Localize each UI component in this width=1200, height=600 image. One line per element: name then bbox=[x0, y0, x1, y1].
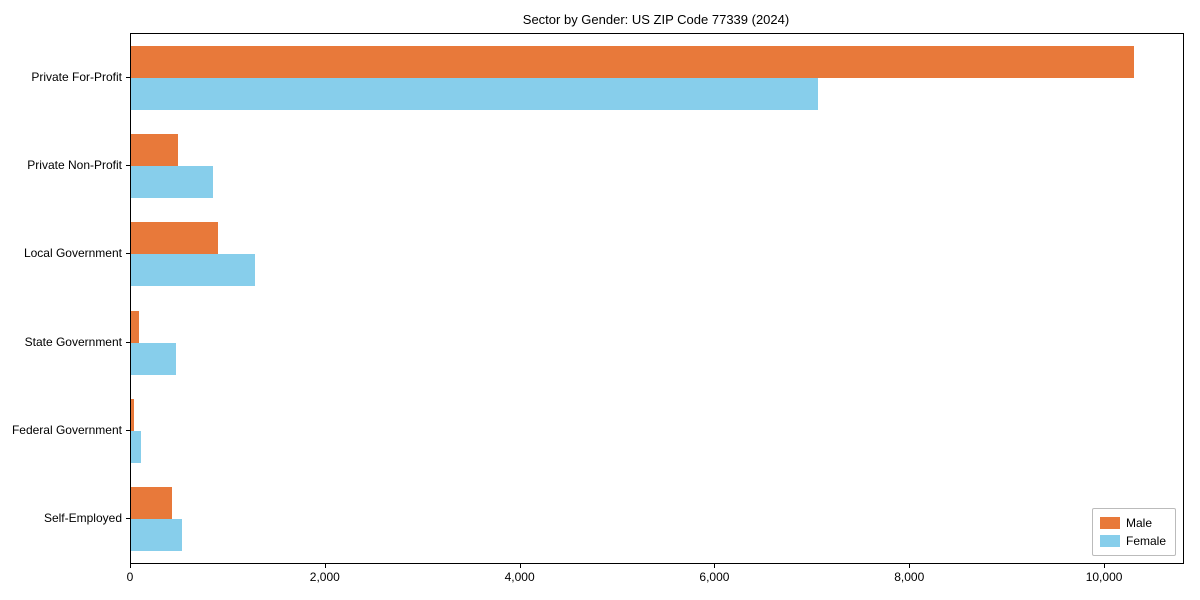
legend-swatch-female bbox=[1099, 535, 1120, 547]
bar-female-private-for-profit bbox=[131, 78, 818, 111]
plot-area: Male Female bbox=[130, 33, 1184, 564]
y-axis-label: Self-Employed bbox=[43, 510, 122, 525]
x-tick-mark bbox=[325, 564, 326, 568]
x-tick-mark bbox=[714, 564, 715, 568]
bar-male-private-non-profit bbox=[131, 134, 178, 167]
y-axis-label: Private Non-Profit bbox=[27, 158, 122, 173]
x-tick-label: 4,000 bbox=[504, 570, 535, 584]
y-axis-label: Local Government bbox=[23, 246, 122, 261]
bar-female-federal-government bbox=[131, 430, 141, 463]
legend-label: Female bbox=[1125, 534, 1166, 548]
y-tick-mark bbox=[126, 165, 130, 166]
y-tick-mark bbox=[126, 518, 130, 519]
bar-female-private-non-profit bbox=[131, 166, 213, 199]
x-tick-label: 2,000 bbox=[309, 570, 340, 584]
bar-male-self-employed bbox=[131, 486, 172, 519]
bar-female-state-government bbox=[131, 342, 176, 375]
legend: Male Female bbox=[1091, 508, 1176, 556]
y-tick-mark bbox=[126, 430, 130, 431]
y-axis-label: Private For-Profit bbox=[31, 70, 122, 85]
y-axis-label: State Government bbox=[24, 334, 122, 349]
x-tick-mark bbox=[909, 564, 910, 568]
bar-male-federal-government bbox=[131, 398, 135, 431]
x-tick-mark bbox=[1104, 564, 1105, 568]
x-tick-label: 6,000 bbox=[699, 570, 730, 584]
chart-title: Sector by Gender: US ZIP Code 77339 (202… bbox=[522, 12, 790, 27]
y-axis-label: Federal Government bbox=[11, 422, 122, 437]
y-tick-mark bbox=[126, 253, 130, 254]
legend-label: Male bbox=[1125, 516, 1152, 530]
bar-male-state-government bbox=[131, 310, 139, 343]
y-tick-mark bbox=[126, 342, 130, 343]
x-tick-label: 10,000 bbox=[1085, 570, 1123, 584]
bar-male-private-for-profit bbox=[131, 46, 1135, 79]
bar-female-local-government bbox=[131, 254, 255, 287]
x-tick-mark bbox=[130, 564, 131, 568]
x-tick-label: 8,000 bbox=[894, 570, 925, 584]
bar-female-self-employed bbox=[131, 518, 182, 551]
y-tick-mark bbox=[126, 77, 130, 78]
x-tick-label: 0 bbox=[126, 570, 134, 584]
legend-item-female: Female bbox=[1099, 532, 1166, 550]
x-tick-mark bbox=[520, 564, 521, 568]
legend-item-male: Male bbox=[1099, 514, 1166, 532]
bar-male-local-government bbox=[131, 222, 218, 255]
legend-swatch-male bbox=[1099, 517, 1120, 529]
